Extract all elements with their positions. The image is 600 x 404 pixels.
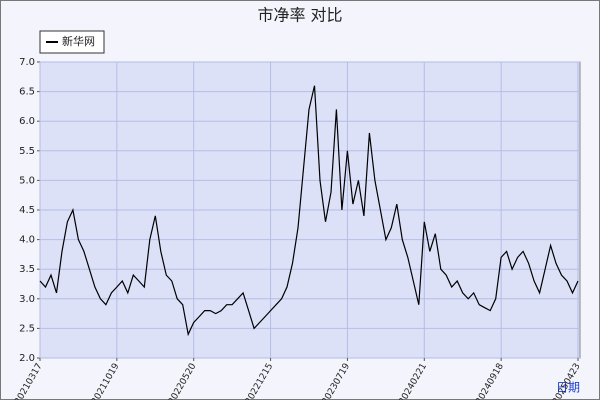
x-axis-label: 日期 [556,381,580,395]
series-line [39,85,579,337]
y-tick-label: 3.5 [19,264,35,275]
legend-box [39,30,105,54]
legend-label: 新华网 [62,34,95,48]
y-tick-label: 4.5 [19,205,35,216]
y-tick-label: 6.5 [19,87,35,98]
y-tick-label: 5.5 [19,146,35,157]
y-tick-label: 6.0 [19,116,35,127]
y-tick-label: 4.0 [19,235,35,246]
y-tick-label: 7.0 [19,57,35,68]
chart-title: 市净率 对比 [257,6,342,25]
y-tick-label: 2.5 [19,323,35,334]
y-tick-label: 5.0 [19,175,35,186]
legend: 新华网 [39,30,105,54]
y-tick-label: 2.0 [19,353,35,364]
y-tick-label: 3.0 [19,294,35,305]
